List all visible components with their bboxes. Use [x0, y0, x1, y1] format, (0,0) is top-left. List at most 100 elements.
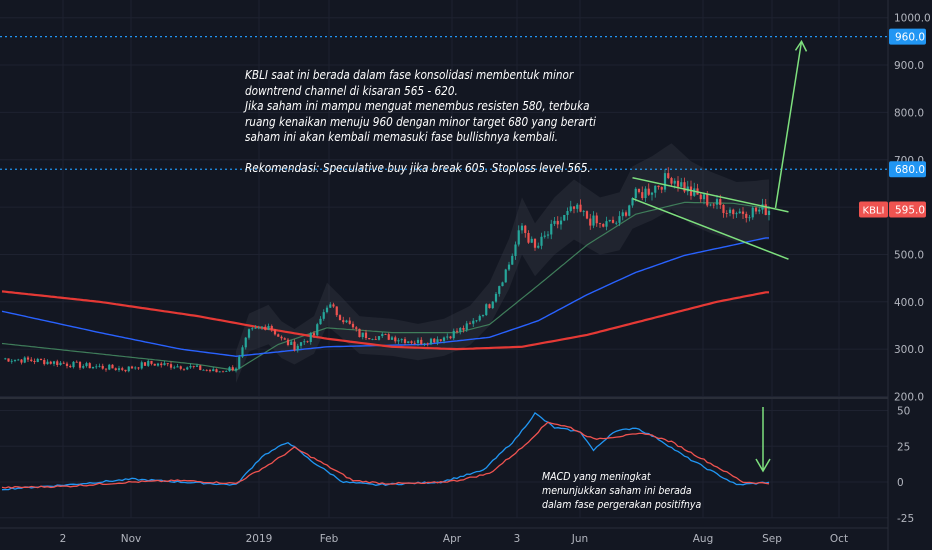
candle-body [212, 369, 215, 372]
candle-body [186, 367, 189, 370]
candle-body [381, 334, 384, 337]
candle-body [634, 188, 637, 199]
candle-body [231, 367, 234, 371]
candle-body [322, 312, 325, 319]
candle-body [95, 366, 98, 368]
candle-body [767, 210, 771, 216]
candle-body [722, 204, 725, 213]
candle-body [647, 188, 650, 195]
macd-tick-label: -25 [897, 513, 914, 525]
candle-body [355, 327, 358, 329]
candle-body [527, 232, 530, 243]
candle-body [273, 329, 277, 335]
ma-line-ma20 [1, 201, 769, 372]
candle-body [251, 328, 254, 330]
candle-body [163, 363, 166, 366]
price-tick-label: 1000.0 [894, 13, 931, 25]
time-tick-label: 2019 [246, 533, 273, 545]
ticker-label: KBLI [863, 205, 885, 216]
candle-body [748, 217, 751, 219]
candle-body [732, 209, 735, 215]
candle-body [114, 368, 117, 370]
candle-body [462, 327, 465, 330]
level-badge-label: 960.0 [895, 32, 925, 44]
candle-body [624, 212, 628, 216]
candle-body [592, 215, 595, 226]
candle-body [121, 368, 124, 370]
candle-body [384, 334, 387, 335]
candle-body [683, 182, 686, 192]
candle-body [446, 336, 449, 338]
analysis-note-line-4: ruang kenaikan menuju 960 dengan minor t… [245, 114, 596, 129]
candle-body [332, 304, 335, 307]
candle-body [452, 330, 455, 339]
candle-body [195, 365, 199, 367]
candle-body [481, 315, 485, 317]
candle-body [433, 338, 436, 343]
candle-body [286, 339, 290, 345]
candle-body [576, 204, 579, 209]
candle-body [91, 366, 95, 369]
candle-body [754, 207, 758, 212]
candle-body [699, 194, 702, 200]
channel-upper-line [632, 177, 789, 213]
candle-body [208, 370, 212, 372]
candle-body [608, 219, 611, 222]
candle-body [761, 204, 764, 210]
candle-body [205, 369, 208, 371]
candle-body [78, 362, 82, 368]
candle-body [605, 221, 608, 227]
candle-body [660, 187, 663, 190]
candle-body [572, 206, 576, 209]
candle-body [160, 363, 163, 366]
candle-body [423, 343, 426, 345]
price-tick-label: 500.0 [894, 249, 924, 261]
candle-body [524, 225, 527, 233]
candle-body [325, 307, 329, 313]
candle-body [693, 188, 696, 196]
candle-body [312, 333, 316, 336]
time-tick-label: Oct [830, 533, 848, 545]
macd-note-line-1: MACD yang meningkat [542, 470, 651, 483]
candle-body [296, 345, 299, 351]
candle-body [485, 304, 488, 316]
candle-body [520, 225, 524, 231]
candle-body [429, 338, 433, 345]
candle-body [371, 339, 374, 340]
candle-body [82, 366, 85, 368]
candle-body [26, 357, 30, 360]
candle-body [335, 306, 338, 316]
candle-body [654, 185, 657, 193]
candle-body [680, 182, 683, 187]
candle-body [101, 365, 104, 369]
candle-body [546, 234, 550, 236]
candle-body [368, 337, 371, 340]
volatility-band [236, 143, 769, 383]
ticker-badge [859, 201, 888, 218]
candle-body [602, 224, 605, 227]
candle-body [156, 363, 160, 366]
candle-body [758, 209, 761, 212]
candle-body [377, 336, 381, 340]
candle-body [140, 362, 143, 369]
candle-body [10, 360, 13, 362]
candle-body [244, 337, 247, 348]
candle-body [449, 336, 452, 339]
candle-body [540, 236, 543, 246]
candle-body [559, 220, 563, 225]
candle-body [23, 357, 26, 363]
candle-body [72, 361, 75, 368]
candle-body [673, 180, 676, 184]
candle-body [702, 194, 706, 200]
candle-body [98, 365, 101, 367]
candle-body [280, 336, 283, 339]
candle-body [615, 222, 618, 224]
candle-body [394, 337, 397, 342]
candle-body [30, 359, 33, 361]
candle-body [550, 223, 553, 235]
candle-body [338, 315, 342, 321]
candle-body [179, 366, 182, 369]
candle-body [413, 342, 416, 344]
